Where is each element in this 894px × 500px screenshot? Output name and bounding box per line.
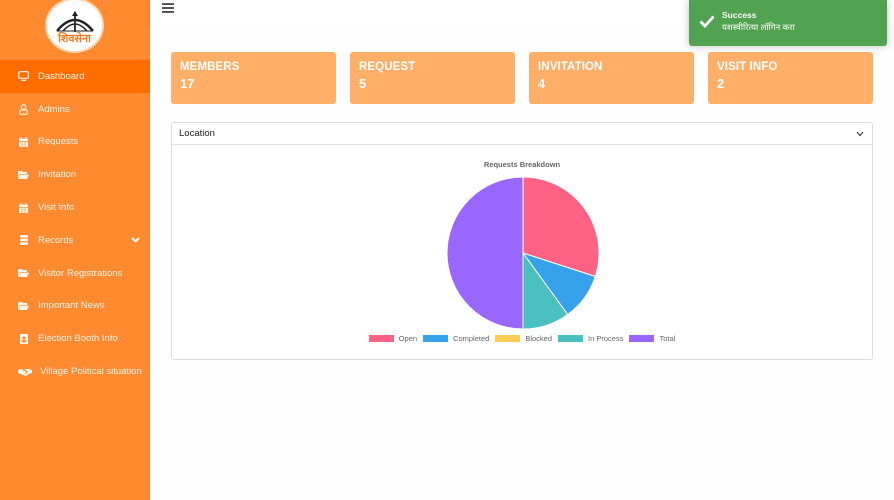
legend-item-total[interactable]: Total: [629, 334, 675, 343]
chevron-down-icon: [856, 129, 864, 140]
pie-slice-open[interactable]: [522, 176, 600, 278]
database-icon: [18, 235, 29, 246]
sidebar-item-dashboard[interactable]: Dashboard: [0, 60, 150, 93]
stat-card-value: 5: [359, 76, 367, 91]
sidebar-item-important-news[interactable]: Important News: [0, 290, 150, 323]
legend-item-in-process[interactable]: In Process: [558, 334, 623, 343]
stat-card-invitation[interactable]: INVITATION 4: [529, 52, 694, 104]
stat-card-title: MEMBERS: [180, 61, 240, 73]
sidebar-item-admins[interactable]: Admins: [0, 93, 150, 126]
folder-open-icon: [18, 268, 29, 279]
legend-item-blocked[interactable]: Blocked: [495, 334, 552, 343]
monitor-icon: [18, 71, 29, 82]
sidebar: शिवसेना Dashboard Admins Requests Inv: [0, 0, 150, 500]
folder-open-icon: [18, 169, 29, 180]
stat-card-title: VISIT INFO: [717, 61, 778, 73]
toast-message: यशस्वीरित्या लॉगिन करा: [722, 22, 795, 32]
sidebar-item-label: Records: [38, 234, 74, 246]
pie-slice-total[interactable]: [446, 176, 524, 330]
handshake-icon: [18, 366, 32, 377]
sidebar-item-requests[interactable]: Requests: [0, 126, 150, 159]
stat-card-request[interactable]: REQUEST 5: [350, 52, 515, 104]
folder-open-icon: [18, 300, 29, 311]
pie-chart[interactable]: [446, 176, 600, 330]
sidebar-item-village-political-situation[interactable]: Village Political situation: [0, 355, 150, 388]
stat-card-value: 17: [180, 76, 195, 91]
checkmark-icon: [699, 15, 715, 33]
chart-panel: Location Requests Breakdown Open Complet…: [171, 122, 873, 360]
sidebar-item-label: Visitor Registrations: [38, 267, 123, 279]
chart-legend: Open Completed Blocked In Process Total: [172, 334, 872, 343]
sidebar-item-invitation[interactable]: Invitation: [0, 158, 150, 191]
sidebar-item-label: Village Political situation: [40, 366, 142, 378]
location-select-value: Location: [179, 128, 215, 139]
hamburger-icon[interactable]: [162, 3, 174, 14]
logo-text: शिवसेना: [58, 33, 91, 45]
calendar-icon: [18, 202, 29, 213]
sidebar-item-election-booth-info[interactable]: Election Booth Info: [0, 322, 150, 355]
sidebar-item-label: Invitation: [38, 169, 77, 181]
stat-card-members[interactable]: MEMBERS 17: [171, 52, 336, 104]
legend-item-completed[interactable]: Completed: [423, 334, 489, 343]
legend-item-open[interactable]: Open: [368, 334, 417, 343]
logo[interactable]: शिवसेना: [45, 0, 104, 55]
sidebar-nav: Dashboard Admins Requests Invitation Vis…: [0, 60, 150, 388]
calendar-icon: [18, 136, 29, 147]
sidebar-item-label: Dashboard: [38, 70, 85, 82]
stat-card-value: 4: [538, 76, 546, 91]
id-badge-icon: [18, 333, 29, 344]
stat-card-title: REQUEST: [359, 61, 416, 73]
main-content: MEMBERS 17 REQUEST 5 INVITATION 4 VISIT …: [150, 24, 894, 500]
stat-card-title: INVITATION: [538, 61, 603, 73]
stat-card-visit-info[interactable]: VISIT INFO 2: [708, 52, 873, 104]
sidebar-item-label: Election Booth Info: [38, 333, 118, 345]
location-select[interactable]: Location: [172, 123, 872, 145]
success-toast[interactable]: Success यशस्वीरित्या लॉगिन करा: [689, 0, 887, 46]
sidebar-item-label: Important News: [38, 300, 105, 312]
stat-card-value: 2: [717, 76, 725, 91]
sidebar-item-label: Visit Info: [38, 202, 75, 214]
stat-cards: MEMBERS 17 REQUEST 5 INVITATION 4 VISIT …: [171, 52, 873, 104]
sidebar-item-visit-info[interactable]: Visit Info: [0, 191, 150, 224]
sidebar-item-label: Requests: [38, 136, 79, 148]
toast-title: Success: [722, 10, 757, 20]
user-icon: [18, 103, 29, 115]
sidebar-item-label: Admins: [38, 103, 70, 115]
chevron-down-icon[interactable]: [131, 235, 140, 246]
sidebar-item-records[interactable]: Records: [0, 224, 150, 257]
sidebar-item-visitor-registrations[interactable]: Visitor Registrations: [0, 257, 150, 290]
bow-arrow-logo-icon: [55, 11, 94, 32]
chart-title: Requests Breakdown: [483, 160, 561, 169]
